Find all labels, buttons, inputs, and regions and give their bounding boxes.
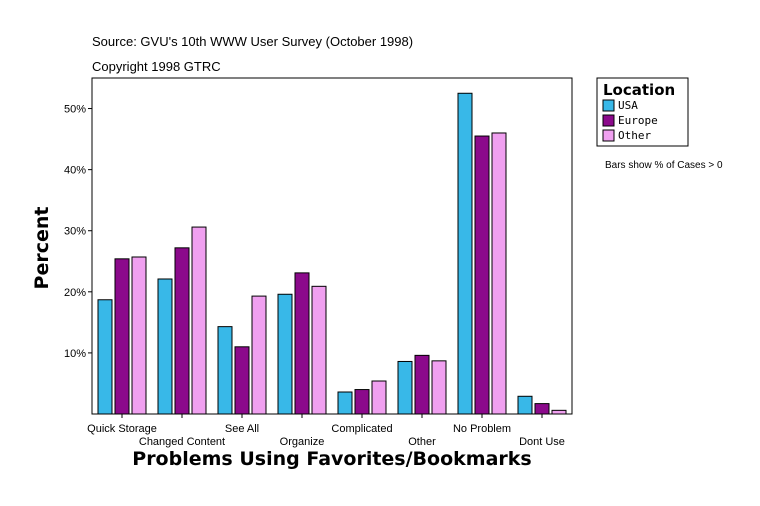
bar-europe-0 — [114, 258, 130, 415]
source-text: Source: GVU's 10th WWW User Survey (Octo… — [92, 34, 413, 49]
y-tick-label: 10% — [64, 348, 86, 360]
legend-swatch-other — [602, 129, 615, 142]
x-tick-label: See All — [225, 423, 259, 435]
legend-label-usa: USA — [618, 99, 638, 112]
x-tick-label: Dont Use — [519, 436, 565, 448]
y-tick-label: 50% — [64, 104, 86, 116]
legend-swatch-europe — [602, 114, 615, 127]
bar-europe-4 — [354, 389, 370, 415]
y-tick-label: 40% — [64, 165, 86, 177]
x-tick-label: Quick Storage — [87, 423, 157, 435]
bar-other-1 — [191, 226, 207, 415]
bar-europe-1 — [174, 247, 190, 415]
bar-other-6 — [491, 132, 507, 415]
x-tick-label: Other — [408, 436, 436, 448]
bars-note: Bars show % of Cases > 0 — [605, 160, 723, 171]
bar-usa-7 — [517, 395, 533, 415]
bar-other-2 — [251, 295, 267, 415]
bar-europe-3 — [294, 272, 310, 415]
bar-europe-2 — [234, 346, 250, 415]
bar-usa-5 — [397, 360, 413, 415]
x-axis-title: Problems Using Favorites/Bookmarks — [132, 448, 531, 470]
y-tick-label: 30% — [64, 226, 86, 238]
legend: Location USA Europe Other — [596, 77, 689, 147]
bar-usa-4 — [337, 391, 353, 415]
x-tick-label: Changed Content — [139, 436, 225, 448]
legend-label-other: Other — [618, 129, 651, 142]
bar-usa-6 — [457, 92, 473, 415]
x-tick-label: No Problem — [453, 423, 511, 435]
bar-other-4 — [371, 380, 387, 415]
bar-other-0 — [131, 256, 147, 415]
legend-swatch-usa — [602, 99, 615, 112]
bar-usa-3 — [277, 293, 293, 415]
copyright-text: Copyright 1998 GTRC — [92, 59, 221, 74]
bar-europe-7 — [534, 403, 550, 415]
x-tick-label: Complicated — [331, 423, 392, 435]
x-tick-label: Organize — [280, 436, 325, 448]
y-tick-label: 20% — [64, 287, 86, 299]
bar-usa-0 — [97, 299, 113, 415]
y-axis-title: Percent — [31, 207, 53, 290]
legend-label-europe: Europe — [618, 114, 658, 127]
bar-other-3 — [311, 285, 327, 415]
legend-title: Location — [603, 81, 675, 99]
bar-usa-2 — [217, 326, 233, 415]
bar-europe-6 — [474, 135, 490, 415]
bar-other-7 — [551, 409, 567, 415]
bar-usa-1 — [157, 278, 173, 415]
bar-other-5 — [431, 360, 447, 415]
bar-europe-5 — [414, 354, 430, 415]
